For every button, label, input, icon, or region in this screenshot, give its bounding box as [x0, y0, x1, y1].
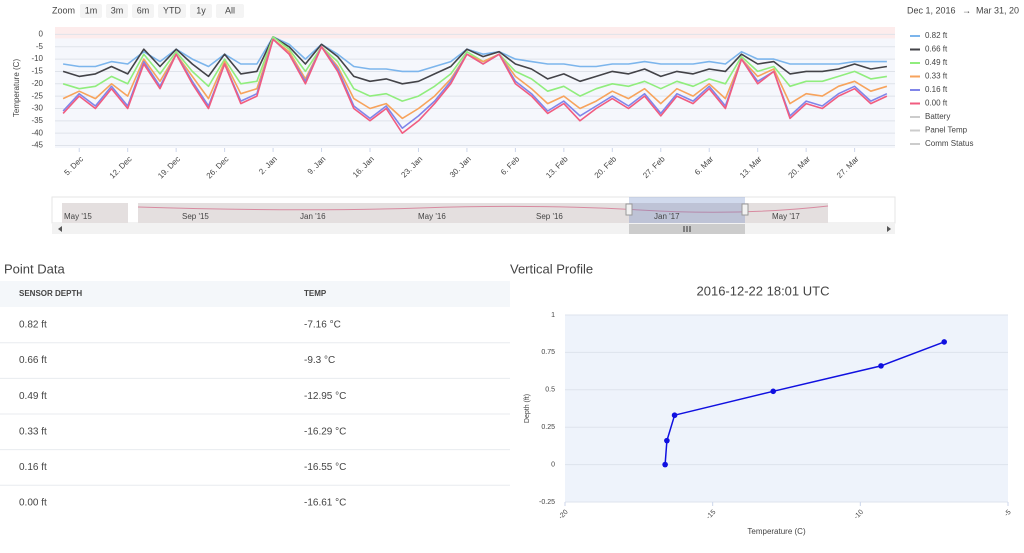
table-cell: -16.61 °C [304, 498, 346, 509]
series-line [62, 36, 888, 102]
zoom-button[interactable]: YTD [163, 5, 182, 15]
x-axis-title: Temperature (C) [747, 527, 806, 536]
y-tick-label: -30 [31, 104, 43, 113]
navigator-label: Sep '16 [536, 212, 563, 221]
legend-item[interactable]: 0.82 ft [925, 31, 948, 40]
y-tick-label: -5 [36, 42, 44, 51]
profile-point [671, 412, 678, 419]
profile-line [664, 341, 945, 465]
panel-title: Vertical Profile [510, 261, 593, 276]
zoom-button-bg[interactable] [190, 4, 212, 18]
y-tick-label: -25 [31, 91, 43, 100]
table-cell: 0.66 ft [19, 355, 47, 366]
profile-point [662, 461, 668, 468]
navigator-label: Jan '16 [300, 212, 326, 221]
navigator-label: May '17 [772, 212, 800, 221]
y-tick-label: 0.25 [541, 424, 555, 431]
panel-title: Point Data [4, 261, 65, 276]
y-tick-label: 0 [551, 461, 555, 468]
legend-item[interactable]: 0.33 ft [925, 72, 948, 81]
y-tick-label: -0.25 [539, 499, 555, 506]
table-cell: -9.3 °C [304, 355, 335, 366]
profile-point [770, 388, 777, 395]
legend-item[interactable]: Battery [925, 112, 950, 121]
profile-point [941, 339, 948, 345]
zoom-button-bg[interactable] [80, 4, 102, 18]
zoom-button[interactable]: 1y [196, 5, 206, 15]
table-cell: 0.16 ft [19, 462, 47, 473]
y-tick-label: -45 [31, 141, 43, 150]
legend-item[interactable]: 0.16 ft [925, 85, 948, 94]
series-line [62, 36, 887, 73]
navigator-area [62, 203, 128, 223]
table-header-bg [0, 281, 510, 307]
table-cell: -7.16 °C [304, 320, 341, 331]
scrollbar-track [52, 224, 895, 234]
table-cell: 0.00 ft [19, 498, 47, 509]
navigator-area [138, 203, 828, 223]
y-tick-label: 0 [39, 30, 44, 39]
zoom-button[interactable]: All [225, 5, 235, 15]
zoom-button-bg[interactable] [158, 4, 186, 18]
profile-point [878, 363, 884, 369]
y-tick-label: -35 [31, 116, 43, 125]
range-start[interactable]: Dec 1, 2016 [907, 5, 956, 15]
navigator-handle[interactable] [741, 203, 749, 216]
legend-item[interactable]: 0.49 ft [925, 58, 948, 67]
navigator-handle[interactable] [625, 203, 633, 216]
navigator-label: Sep '15 [182, 212, 209, 221]
zoom-button-bg[interactable] [106, 4, 128, 18]
zoom-label: Zoom [52, 5, 75, 15]
zoom-button[interactable]: 6m [137, 5, 150, 15]
zoom-button[interactable]: 1m [85, 5, 98, 15]
y-tick-label: 0.75 [541, 349, 555, 356]
legend-item[interactable]: Comm Status [925, 139, 973, 148]
navigator-label: May '15 [64, 212, 92, 221]
navigator-selection[interactable] [629, 197, 745, 223]
table-header: TEMP [304, 289, 327, 298]
range-separator: → [962, 5, 971, 15]
zoom-button-bg[interactable] [132, 4, 154, 18]
y-tick-label: -10 [31, 54, 43, 63]
table-cell: -16.29 °C [304, 426, 346, 437]
legend-item[interactable]: 0.00 ft [925, 99, 948, 108]
x-tick-label: -5 [1003, 509, 1012, 518]
profile-point [664, 437, 670, 444]
y-tick-label: 0.5 [545, 387, 555, 394]
navigator-label: May '16 [418, 212, 446, 221]
scrollbar-arrow[interactable] [58, 226, 62, 232]
y-axis-title: Depth (ft) [524, 394, 531, 423]
y-tick-label: 1 [551, 312, 555, 319]
table-cell: 0.82 ft [19, 320, 47, 331]
legend-item[interactable]: 0.66 ft [925, 45, 948, 54]
scrollbar-arrow[interactable] [887, 226, 891, 232]
y-tick-label: -40 [31, 128, 43, 137]
navigator-label: Jan '17 [654, 212, 680, 221]
y-axis-title: Temperature (C) [12, 59, 21, 118]
table-cell: -16.55 °C [304, 462, 346, 473]
zoom-button[interactable]: 3m [111, 5, 124, 15]
table-cell: 0.33 ft [19, 426, 47, 437]
y-tick-label: -15 [31, 67, 43, 76]
y-tick-label: -20 [31, 79, 43, 88]
navigator-line [137, 205, 829, 213]
table-header: SENSOR DEPTH [19, 289, 82, 298]
plot-band [55, 27, 895, 39]
chart-title: 2016-12-22 18:01 UTC [697, 283, 830, 298]
series-line [62, 38, 888, 134]
range-end[interactable]: Mar 31, 20 [976, 5, 1019, 15]
plot-area [55, 27, 895, 148]
series-line [62, 36, 888, 85]
series-line [62, 38, 888, 120]
zoom-button-bg[interactable] [216, 4, 244, 18]
table-cell: 0.49 ft [19, 391, 47, 402]
legend-item[interactable]: Panel Temp [925, 126, 968, 135]
table-cell: -12.95 °C [304, 391, 346, 402]
